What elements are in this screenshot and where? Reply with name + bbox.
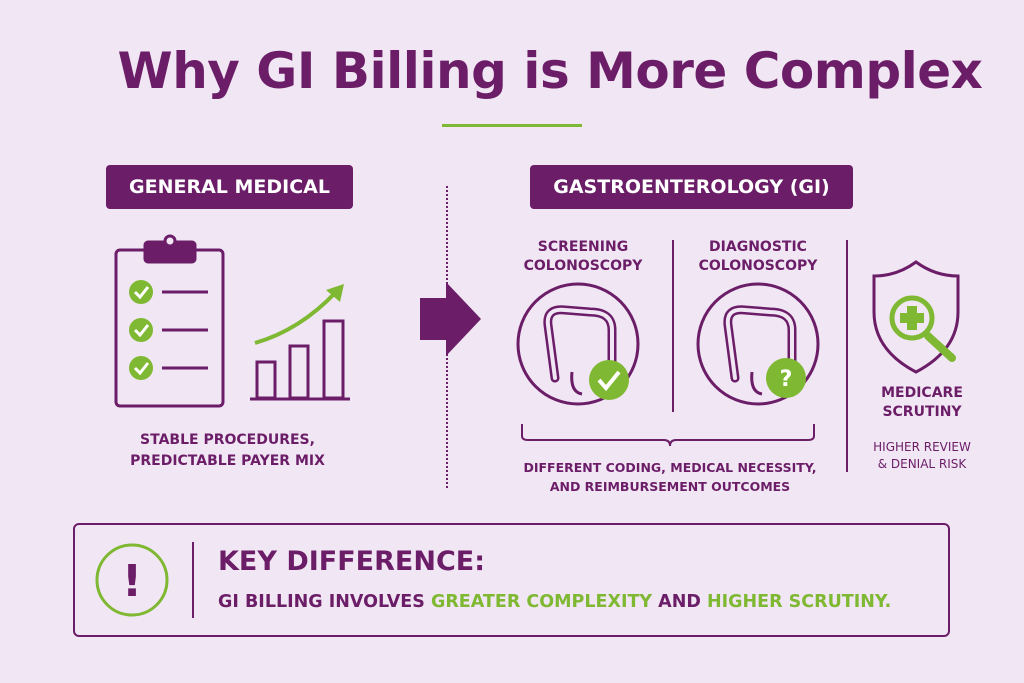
medicare-sub-line1: HIGHER REVIEW (873, 440, 971, 454)
key-text-part1: GI BILLING INVOLVES (218, 592, 431, 612)
diagnostic-line2: COLONOSCOPY (698, 258, 818, 274)
general-medical-caption: STABLE PROCEDURES, PREDICTABLE PAYER MIX (100, 430, 355, 472)
colonoscopy-divider (672, 240, 674, 412)
diagnostic-line1: DIAGNOSTIC (709, 239, 807, 255)
key-difference-title: KEY DIFFERENCE: (218, 546, 485, 577)
key-highlight-complexity: GREATER COMPLEXITY (430, 592, 653, 612)
medicare-line2: SCRUTINY (882, 404, 962, 420)
key-text-part2: AND (652, 592, 707, 612)
medicare-sub-line2: & DENIAL RISK (877, 457, 967, 471)
key-difference-statement: GI BILLING INVOLVES GREATER COMPLEXITY A… (218, 592, 891, 612)
medicare-divider (846, 240, 848, 472)
screening-line2: COLONOSCOPY (523, 258, 643, 274)
title-underline (442, 124, 582, 127)
gastroenterology-header: GASTROENTEROLOGY (GI) (530, 165, 853, 209)
medicare-scrutiny-title: MEDICARE SCRUTINY (852, 384, 992, 422)
screening-line1: SCREENING (537, 239, 629, 255)
key-highlight-scrutiny: HIGHER SCRUTINY. (706, 592, 892, 612)
svg-text:?: ? (780, 367, 793, 392)
page-title: Why GI Billing is More Complex (117, 42, 983, 100)
general-caption-line2: PREDICTABLE PAYER MIX (130, 453, 325, 469)
gi-caption-line2: AND REIMBURSEMENT OUTCOMES (549, 479, 791, 494)
general-caption-line1: STABLE PROCEDURES, (140, 432, 315, 448)
screening-colonoscopy-label: SCREENING COLONOSCOPY (508, 238, 658, 276)
key-divider (192, 542, 194, 618)
gi-caption: DIFFERENT CODING, MEDICAL NECESSITY, AND… (520, 458, 820, 496)
gi-caption-line1: DIFFERENT CODING, MEDICAL NECESSITY, (523, 460, 817, 475)
section-divider (446, 186, 448, 488)
key-difference-box (73, 523, 950, 637)
general-medical-header: GENERAL MEDICAL (106, 165, 353, 209)
medicare-line1: MEDICARE (881, 385, 963, 401)
diagnostic-colonoscopy-label: DIAGNOSTIC COLONOSCOPY (683, 238, 833, 276)
medicare-scrutiny-subtitle: HIGHER REVIEW & DENIAL RISK (852, 439, 992, 473)
